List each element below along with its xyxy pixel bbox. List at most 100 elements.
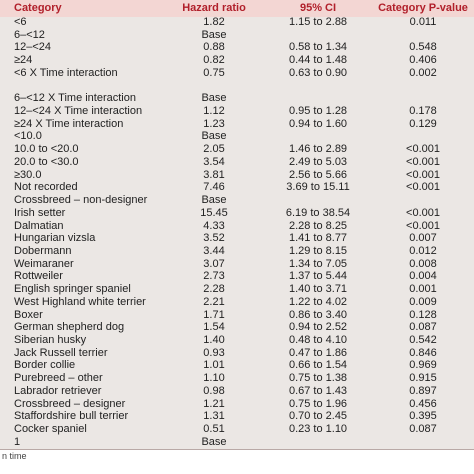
hazard-ratio: 1.21: [203, 397, 225, 410]
category: Irish setter: [14, 206, 66, 219]
ci: 2.56 to 5.66: [288, 168, 348, 181]
category: ≥30.0: [14, 168, 42, 181]
p-value: <0.001: [406, 155, 440, 168]
hazard-ratio: Base: [201, 92, 227, 105]
ci: 2.49 to 5.03: [288, 155, 348, 168]
p-value: <0.001: [406, 206, 440, 219]
hazard-ratio: 4.33: [203, 219, 225, 232]
ci: 0.58 to 1.34: [288, 41, 348, 54]
ci: 0.47 to 1.86: [288, 346, 348, 359]
category: Dalmatian: [14, 219, 64, 232]
hazard-ratio: Base: [201, 435, 227, 448]
category: Boxer: [14, 308, 43, 321]
ci: 1.29 to 8.15: [288, 244, 348, 257]
p-value: 0.456: [409, 397, 437, 410]
category: <6: [14, 16, 27, 28]
category: Weimaraner: [14, 257, 74, 270]
p-value: 0.846: [409, 346, 437, 359]
footnote: n time: [2, 451, 27, 461]
category: Staffordshire bull terrier: [14, 410, 129, 423]
category: Crossbreed – designer: [14, 397, 126, 410]
hazard-ratio: 1.10: [203, 372, 225, 385]
hazard-ratio: 0.82: [203, 54, 225, 67]
category: Hungarian vizsla: [14, 232, 96, 245]
hazard-ratio: Base: [201, 130, 227, 143]
p-value: 0.002: [409, 66, 437, 79]
category: 12–<24: [14, 41, 52, 54]
hazard-ratio: 2.05: [203, 143, 225, 156]
category: Border collie: [14, 359, 76, 372]
category: Crossbreed – non-designer: [14, 194, 148, 207]
ci: 0.23 to 1.10: [288, 423, 348, 436]
body-band: [0, 17, 474, 450]
ci: 1.41 to 8.77: [288, 232, 348, 245]
ci: 0.86 to 3.40: [288, 308, 348, 321]
ci: 0.94 to 1.60: [288, 117, 348, 130]
category: English springer spaniel: [14, 283, 131, 296]
ci: 0.66 to 1.54: [288, 359, 348, 372]
p-value: 0.542: [409, 334, 437, 346]
category: 20.0 to <30.0: [14, 155, 79, 168]
p-value: 0.007: [409, 232, 437, 245]
category: Rottweiler: [14, 270, 63, 283]
ci: 0.70 to 2.45: [288, 410, 348, 423]
ci: 1.40 to 3.71: [288, 283, 348, 296]
p-value: 0.178: [409, 105, 437, 118]
category: 12–<24 X Time interaction: [14, 105, 143, 118]
category: Dobermann: [14, 244, 72, 257]
category: West Highland white terrier: [14, 295, 146, 308]
hazard-ratio: 15.45: [200, 206, 228, 219]
ci: 0.48 to 4.10: [288, 334, 348, 346]
p-value: 0.548: [409, 41, 437, 54]
p-value: 0.395: [409, 410, 437, 423]
hazard-ratio: Hazard ratio: [182, 2, 246, 14]
hazard-ratio: 0.98: [203, 384, 225, 397]
p-value: 0.087: [409, 321, 437, 334]
category: Not recorded: [14, 181, 78, 194]
category: <6 X Time interaction: [14, 66, 118, 79]
category: <10.0: [14, 130, 42, 143]
hazard-ratio: 7.46: [203, 181, 225, 194]
hazard-ratio: 3.81: [203, 168, 225, 181]
p-value: Category P-value: [378, 2, 468, 14]
p-value: 0.001: [409, 283, 437, 296]
hazard-ratio: 0.51: [203, 423, 225, 436]
category: 6–<12 X Time interaction: [14, 92, 136, 105]
hazard-ratio: 1.23: [203, 117, 225, 130]
hazard-ratio: 1.40: [203, 334, 225, 346]
hazard-ratio: 0.75: [203, 66, 225, 79]
category: 10.0 to <20.0: [14, 143, 79, 156]
ci: 1.46 to 2.89: [288, 143, 348, 156]
category: 1: [14, 435, 21, 448]
ci: 6.19 to 38.54: [285, 206, 351, 219]
category: Labrador retriever: [14, 384, 102, 397]
p-value: 0.406: [409, 54, 437, 67]
ci: 1.22 to 4.02: [288, 295, 348, 308]
p-value: 0.897: [409, 384, 437, 397]
p-value: 0.008: [409, 257, 437, 270]
hazard-ratio: 3.52: [203, 232, 225, 245]
hazard-ratio: 3.54: [203, 155, 225, 168]
ci: 0.67 to 1.43: [288, 384, 348, 397]
p-value: 0.969: [409, 359, 437, 372]
header-band: [0, 0, 474, 17]
hazard-ratio: 2.73: [203, 270, 225, 283]
p-value: 0.009: [409, 295, 437, 308]
category: 6–<12: [14, 28, 45, 41]
ci: 3.69 to 15.11: [286, 181, 350, 194]
category: Purebreed – other: [14, 372, 103, 385]
category: Jack Russell terrier: [14, 346, 108, 359]
p-value: <0.001: [406, 181, 440, 194]
p-value: <0.001: [406, 143, 440, 156]
hazard-ratio: 3.44: [203, 244, 225, 257]
category: ≥24: [14, 54, 33, 67]
hazard-ratio: 2.28: [203, 283, 225, 296]
ci: 0.63 to 0.90: [288, 66, 348, 79]
hazard-ratio: 1.12: [203, 105, 225, 118]
category: Cocker spaniel: [14, 423, 87, 436]
category: Siberian husky: [14, 334, 87, 346]
hazard-ratio: 1.31: [203, 410, 225, 423]
ci: 0.44 to 1.48: [288, 54, 348, 67]
hazard-ratio: Base: [201, 28, 227, 41]
category: German shepherd dog: [14, 321, 125, 334]
